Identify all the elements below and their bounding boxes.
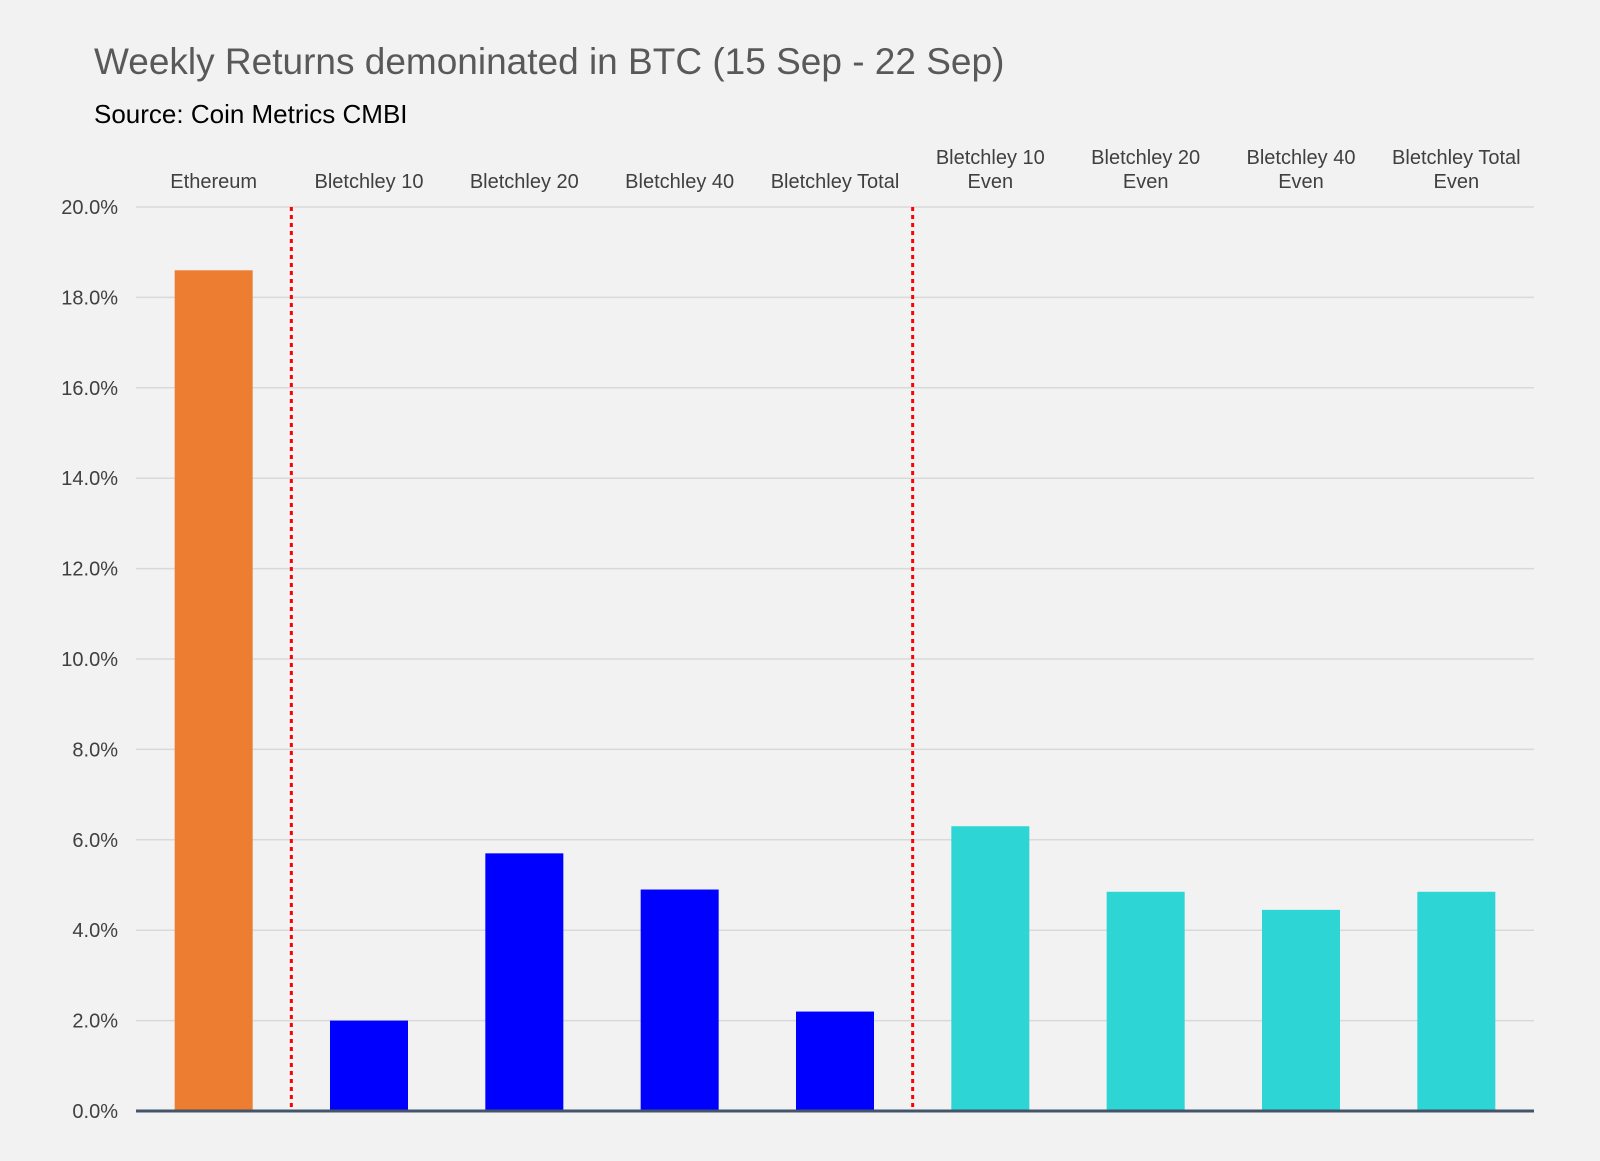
category-label: Bletchley Total [771, 171, 900, 193]
bar [174, 270, 253, 1111]
y-tick-label: 14.0% [61, 468, 118, 490]
bar [485, 853, 564, 1111]
y-axis-ticks: 0.0% 2.0% 4.0% 6.0% 8.0% 10.0% 12.0% 14.0% 16.0%… [61, 197, 118, 1123]
y-tick-label: 6.0% [72, 830, 118, 852]
bar [1417, 891, 1496, 1111]
chart-subtitle: Source: Coin Metrics CMBI [94, 99, 408, 129]
category-label: Bletchley Total [1392, 147, 1521, 169]
y-tick-label: 20.0% [61, 197, 118, 219]
bar [1106, 891, 1185, 1111]
bar [1262, 909, 1340, 1111]
chart-title: Weekly Returns demoninated in BTC (15 Se… [94, 41, 1004, 82]
category-label: Bletchley 40 [1247, 147, 1356, 169]
category-label: Even [968, 171, 1014, 193]
category-label: Ethereum [170, 171, 257, 193]
category-label: Even [1278, 171, 1324, 193]
y-tick-label: 0.0% [72, 1101, 118, 1123]
group-dividers [289, 207, 915, 1111]
y-tick-label: 8.0% [72, 739, 118, 761]
y-tick-label: 2.0% [72, 1011, 118, 1033]
category-label: Bletchley 10 [936, 147, 1045, 169]
bar [796, 1011, 874, 1111]
bar [951, 826, 1030, 1111]
gridlines [136, 206, 1534, 1022]
category-label: Bletchley 20 [470, 171, 579, 193]
category-label: Bletchley 40 [625, 171, 734, 193]
y-tick-label: 10.0% [61, 649, 118, 671]
bar [330, 1020, 408, 1111]
category-label: Even [1123, 171, 1169, 193]
y-tick-label: 4.0% [72, 920, 118, 942]
category-label: Even [1434, 171, 1480, 193]
category-labels: Ethereum Bletchley 10 Bletchley 20 Bletchle… [170, 147, 1520, 193]
bar [640, 889, 719, 1111]
y-tick-label: 16.0% [61, 378, 118, 400]
category-label: Bletchley 10 [315, 171, 424, 193]
y-tick-label: 12.0% [61, 559, 118, 581]
category-label: Bletchley 20 [1091, 147, 1200, 169]
y-tick-label: 18.0% [61, 287, 118, 309]
bars [174, 270, 1496, 1111]
